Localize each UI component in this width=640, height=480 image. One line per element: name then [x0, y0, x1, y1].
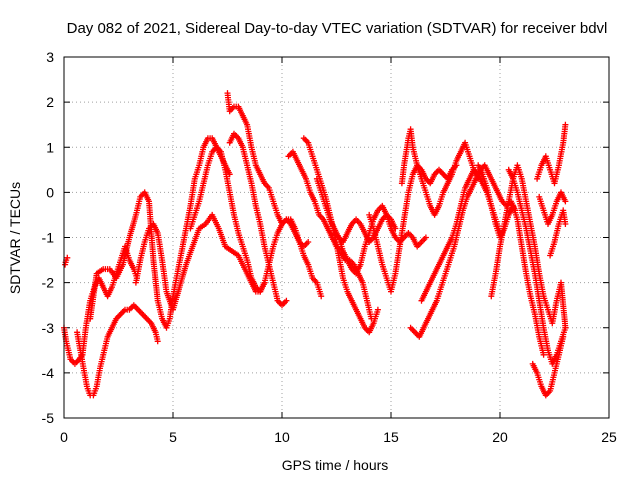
data-point [562, 198, 569, 205]
y-tick-label: -1 [42, 230, 55, 246]
data-point [540, 351, 547, 358]
data-points [61, 90, 569, 399]
x-tick-label: 15 [383, 429, 399, 445]
chart-title: Day 082 of 2021, Sidereal Day-to-day VTE… [67, 20, 608, 37]
y-tick-label: 2 [46, 94, 54, 110]
data-point [374, 306, 381, 313]
data-point [318, 293, 325, 300]
y-tick-label: 1 [46, 139, 54, 155]
x-tick-label: 0 [60, 429, 68, 445]
y-tick-label: -5 [42, 410, 55, 426]
y-tick-label: -2 [42, 275, 55, 291]
x-tick-label: 20 [492, 429, 508, 445]
y-axis-label: SDTVAR / TECUs [7, 182, 23, 294]
data-point [305, 239, 312, 245]
y-tick-label: 3 [46, 49, 54, 65]
plot-frame [63, 56, 610, 419]
data-point [64, 254, 71, 261]
data-point [560, 333, 567, 340]
x-tick-label: 10 [274, 429, 290, 445]
data-point [154, 338, 161, 345]
x-tick-label: 25 [601, 429, 617, 445]
x-axis-label: GPS time / hours [282, 457, 389, 473]
data-point [283, 297, 290, 304]
x-tick-label: 5 [169, 429, 177, 445]
data-point [562, 121, 569, 128]
y-tick-label: 0 [46, 184, 54, 200]
y-tick-label: -3 [42, 320, 55, 336]
y-tick-label: -4 [42, 365, 55, 381]
tick-labels: 0 5 10 15 20 25 -5 -4 -3 -2 -1 0 1 2 3 [42, 49, 617, 445]
data-point [422, 234, 429, 241]
data-point [562, 221, 569, 227]
data-point [562, 324, 569, 331]
